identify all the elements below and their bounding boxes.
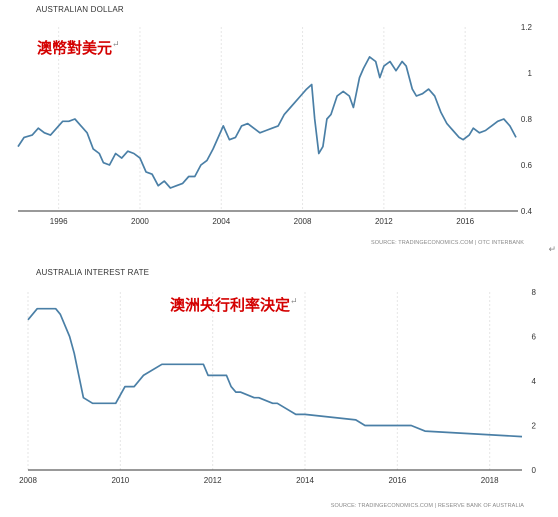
rate-x-tick-label: 2016 bbox=[388, 476, 406, 485]
rate-line-chart: 2008 2010 2012 2014 2016 2018 0 2 4 6 8 bbox=[19, 288, 537, 485]
rate-x-tick-label: 2010 bbox=[111, 476, 129, 485]
aud-y-tick-label: 1.2 bbox=[521, 23, 533, 32]
aud-y-tick-label: 0.4 bbox=[521, 207, 533, 216]
rate-y-tick-label: 6 bbox=[532, 333, 537, 342]
aud-source-note: SOURCE: TRADINGECONOMICS.COM | OTC INTER… bbox=[370, 240, 524, 246]
aud-x-tick-label: 2008 bbox=[294, 217, 312, 226]
rba-chart-panel: AUSTRALIA INTEREST RATE 澳洲央行利率決定↵ 2008 20… bbox=[0, 262, 558, 517]
return-mark-icon: ↵ bbox=[112, 40, 120, 50]
aud-series-line bbox=[17, 56, 517, 189]
aud-annotation-text: 澳幣對美元 bbox=[37, 39, 113, 57]
aud-x-tick-label: 1996 bbox=[50, 217, 68, 226]
aud-x-tick-label: 2012 bbox=[375, 217, 393, 226]
rate-x-tick-label: 2008 bbox=[19, 476, 37, 485]
aud-x-tick-label: 2016 bbox=[456, 217, 474, 226]
aud-y-tick-label: 0.8 bbox=[521, 115, 533, 124]
rate-x-tick-label: 2014 bbox=[296, 476, 314, 485]
rate-y-tick-label: 4 bbox=[532, 377, 537, 386]
aud-y-tick-label: 0.6 bbox=[521, 161, 533, 170]
rba-chinese-annotation: 澳洲央行利率決定↵ bbox=[170, 294, 298, 315]
rba-chart-title: AUSTRALIA INTEREST RATE bbox=[36, 268, 150, 277]
rate-x-tick-label: 2018 bbox=[481, 476, 499, 485]
aud-chart-title: AUSTRALIAN DOLLAR bbox=[36, 5, 124, 14]
aud-x-tick-label: 2000 bbox=[131, 217, 149, 226]
rate-y-tick-label: 0 bbox=[532, 466, 537, 475]
rba-source-note: SOURCE: TRADINGECONOMICS.COM | RESERVE B… bbox=[330, 503, 524, 509]
aud-x-tick-label: 2004 bbox=[212, 217, 230, 226]
rate-y-tick-label: 2 bbox=[532, 422, 537, 431]
rate-y-tick-label: 8 bbox=[532, 288, 537, 297]
aud-chart-panel: AUSTRALIAN DOLLAR 澳幣對美元↵ 1996 2000 2004 200… bbox=[0, 0, 558, 255]
rate-series-line bbox=[27, 307, 523, 438]
return-mark-icon: ↵ bbox=[290, 297, 298, 307]
aud-line-chart: 1996 2000 2004 2008 2012 2016 0.4 0.6 0.8 1 1.2 bbox=[17, 23, 533, 226]
rate-x-tick-label: 2012 bbox=[204, 476, 222, 485]
return-mark-icon: ↵ bbox=[548, 244, 556, 254]
aud-y-tick-label: 1 bbox=[528, 69, 533, 78]
rba-annotation-text: 澳洲央行利率決定 bbox=[170, 296, 291, 314]
aud-chinese-annotation: 澳幣對美元↵ bbox=[37, 37, 120, 58]
